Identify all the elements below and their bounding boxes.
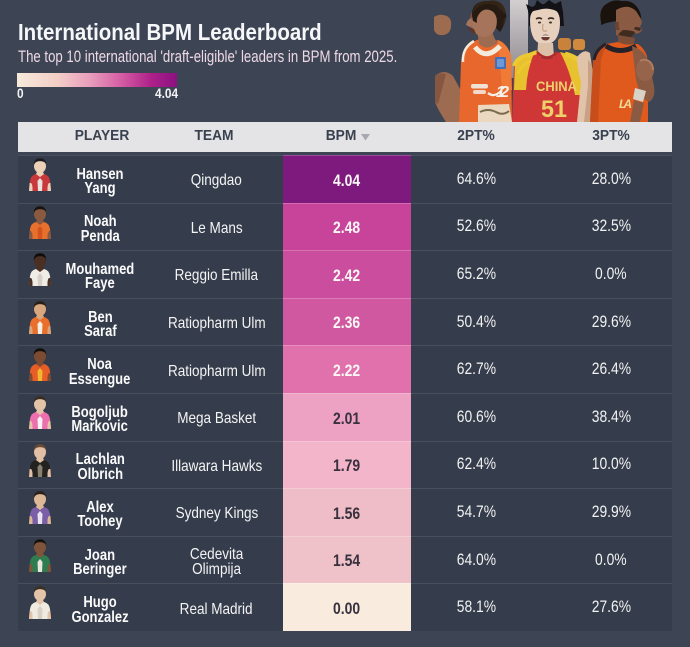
svg-text:12: 12 [496,84,509,101]
svg-text:CHINA: CHINA [536,78,577,94]
svg-text:51: 51 [541,96,567,122]
svg-text:LA: LA [619,97,632,111]
